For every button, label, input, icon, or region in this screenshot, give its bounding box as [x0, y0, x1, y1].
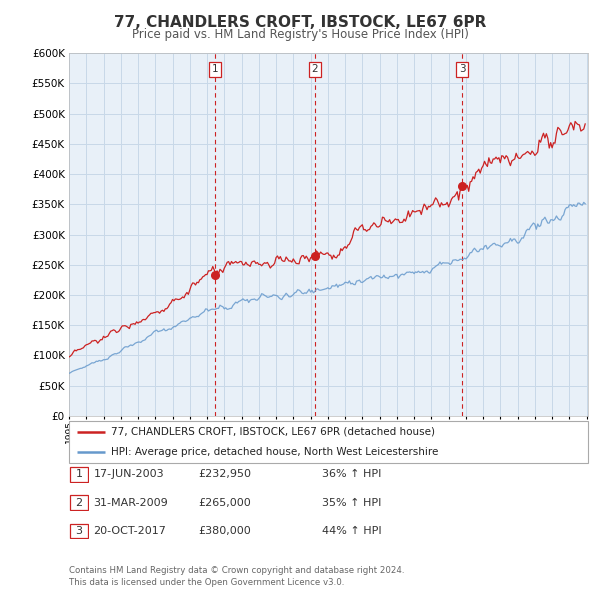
Text: Price paid vs. HM Land Registry's House Price Index (HPI): Price paid vs. HM Land Registry's House … [131, 28, 469, 41]
Text: 3: 3 [76, 526, 82, 536]
FancyBboxPatch shape [70, 495, 88, 510]
FancyBboxPatch shape [69, 421, 588, 463]
Text: 1: 1 [212, 64, 218, 74]
Text: 20-OCT-2017: 20-OCT-2017 [94, 526, 166, 536]
Text: £265,000: £265,000 [199, 498, 251, 507]
FancyBboxPatch shape [70, 467, 88, 482]
Text: 17-JUN-2003: 17-JUN-2003 [94, 470, 164, 479]
Text: £232,950: £232,950 [199, 470, 251, 479]
Text: 1: 1 [76, 470, 82, 479]
Text: Contains HM Land Registry data © Crown copyright and database right 2024.
This d: Contains HM Land Registry data © Crown c… [69, 566, 404, 587]
Text: 35% ↑ HPI: 35% ↑ HPI [322, 498, 381, 507]
Text: £380,000: £380,000 [199, 526, 251, 536]
Text: 36% ↑ HPI: 36% ↑ HPI [322, 470, 381, 479]
FancyBboxPatch shape [70, 523, 88, 539]
Text: 77, CHANDLERS CROFT, IBSTOCK, LE67 6PR (detached house): 77, CHANDLERS CROFT, IBSTOCK, LE67 6PR (… [110, 427, 434, 437]
Text: 3: 3 [459, 64, 466, 74]
Text: 31-MAR-2009: 31-MAR-2009 [94, 498, 169, 507]
Text: 77, CHANDLERS CROFT, IBSTOCK, LE67 6PR: 77, CHANDLERS CROFT, IBSTOCK, LE67 6PR [114, 15, 486, 30]
Text: 44% ↑ HPI: 44% ↑ HPI [322, 526, 381, 536]
Text: 2: 2 [76, 498, 82, 507]
Text: HPI: Average price, detached house, North West Leicestershire: HPI: Average price, detached house, Nort… [110, 447, 438, 457]
Text: 2: 2 [311, 64, 318, 74]
